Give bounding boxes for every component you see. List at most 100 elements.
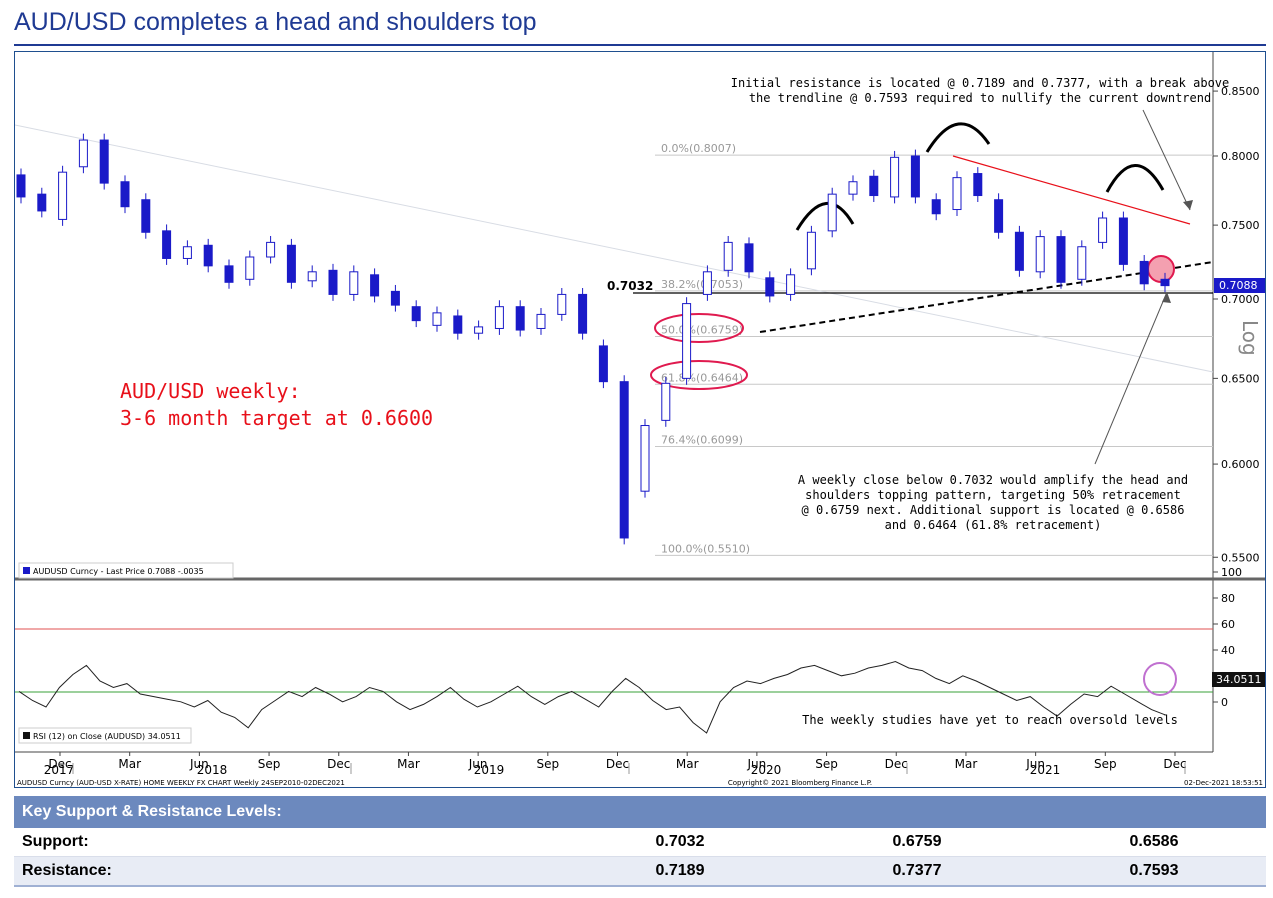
candle-body bbox=[786, 274, 796, 295]
x-month-label: Sep bbox=[815, 757, 838, 771]
x-month-label: Mar bbox=[676, 757, 699, 771]
candle-body bbox=[307, 271, 317, 282]
rsi-tick-label: 60 bbox=[1221, 618, 1235, 631]
right-shoulder-arc bbox=[1105, 164, 1165, 193]
candle-body bbox=[619, 381, 629, 539]
x-month-label: Dec bbox=[327, 757, 350, 771]
candle-body bbox=[515, 306, 525, 331]
candle-body bbox=[1056, 236, 1066, 283]
price-tick-label: 0.8500 bbox=[1221, 85, 1260, 98]
candle-body bbox=[245, 256, 255, 280]
candle-body bbox=[224, 265, 234, 283]
footer-right: 02-Dec-2021 18:53:51 bbox=[1184, 779, 1263, 787]
candle-body bbox=[390, 290, 400, 306]
x-month-label: Dec bbox=[606, 757, 629, 771]
uptrend-dashed-line bbox=[759, 261, 1214, 333]
support-arrowhead bbox=[1162, 292, 1171, 303]
support-row: Support: 0.7032 0.6759 0.6586 bbox=[14, 828, 1266, 857]
footer-left: AUDUSD Curncy (AUD-USD X-RATE) HOME WEEK… bbox=[17, 779, 345, 787]
trendlines bbox=[14, 109, 1214, 465]
price-tick-label: 0.8000 bbox=[1221, 150, 1260, 163]
current-price-circle bbox=[1147, 255, 1175, 283]
candle-body bbox=[328, 269, 338, 295]
x-month-label: Sep bbox=[258, 757, 281, 771]
support-annotation-line-3: @ 0.6759 next. Additional support is loc… bbox=[802, 503, 1185, 517]
resistance-annotation-line-2: the trendline @ 0.7593 required to nulli… bbox=[749, 91, 1211, 105]
price-legend-swatch bbox=[23, 567, 30, 574]
fib-label: 50.0%(0.6759) bbox=[661, 324, 743, 337]
candle-body bbox=[411, 306, 421, 322]
fib-label: 0.0%(0.8007) bbox=[661, 142, 736, 155]
candle-body bbox=[1139, 260, 1149, 285]
rsi-legend-swatch bbox=[23, 732, 30, 739]
rsi-line bbox=[18, 660, 1166, 734]
candle-body bbox=[1077, 246, 1087, 280]
candle-body bbox=[557, 293, 567, 315]
candle-body bbox=[37, 193, 47, 212]
price-tick-label: 0.5500 bbox=[1221, 551, 1260, 564]
resistance-row: Resistance: 0.7189 0.7377 0.7593 bbox=[14, 857, 1266, 887]
target-annotation-line-1: AUD/USD weekly: bbox=[120, 379, 301, 403]
candle-body bbox=[827, 193, 837, 232]
rsi-tick-label: 40 bbox=[1221, 644, 1235, 657]
rsi-value-tag-bg bbox=[1212, 672, 1265, 687]
rsi-tick-label: 100 bbox=[1221, 566, 1242, 579]
candle-body bbox=[349, 271, 359, 295]
fib618-ellipse bbox=[650, 360, 748, 390]
support-value-3: 0.6586 bbox=[1129, 833, 1179, 850]
price-tick-label: 0.6000 bbox=[1221, 458, 1260, 471]
resistance-value-1: 0.7189 bbox=[655, 862, 705, 879]
candle-body bbox=[1035, 236, 1045, 273]
candle-body bbox=[141, 199, 151, 233]
x-month-label: Sep bbox=[1094, 757, 1117, 771]
support-annotation-line-2: shoulders topping pattern, targeting 50%… bbox=[805, 488, 1181, 502]
support-value-2: 0.6759 bbox=[892, 833, 942, 850]
candle-body bbox=[765, 277, 775, 297]
candle-body bbox=[744, 243, 754, 273]
fib-label: 38.2%(0.7053) bbox=[661, 278, 743, 291]
x-month-label: Mar bbox=[955, 757, 978, 771]
rsi-highlight-circle bbox=[1143, 662, 1177, 696]
candle-body bbox=[869, 175, 879, 197]
candle-body bbox=[58, 171, 68, 220]
candle-body bbox=[848, 181, 858, 195]
candle-body bbox=[578, 293, 588, 334]
page-title: AUD/USD completes a head and shoulders t… bbox=[14, 8, 537, 36]
candle-body bbox=[370, 274, 380, 297]
x-month-label: Sep bbox=[537, 757, 560, 771]
chart-frame: 0.0%(0.8007) 38.2%(0.7053) 50.0%(0.6759) 61… bbox=[14, 51, 1266, 788]
price-chart: 0.0%(0.8007) 38.2%(0.7053) 50.0%(0.6759) 61… bbox=[14, 52, 1265, 787]
price-tick-label: 0.7000 bbox=[1221, 293, 1260, 306]
rsi-note: The weekly studies have yet to reach ove… bbox=[802, 713, 1178, 727]
candle-body bbox=[1014, 231, 1024, 271]
resistance-arrowhead bbox=[1183, 200, 1193, 210]
support-annotation-line-1: A weekly close below 0.7032 would amplif… bbox=[798, 473, 1188, 487]
x-year-label: 2017 bbox=[44, 763, 75, 777]
candle-body bbox=[494, 306, 504, 329]
candle-body bbox=[952, 177, 962, 211]
target-annotation-line-2: 3-6 month target at 0.6600 bbox=[120, 406, 433, 430]
head-shoulders-trendline bbox=[952, 155, 1191, 225]
candle-body bbox=[1098, 217, 1108, 243]
long-term-trendline bbox=[14, 124, 1214, 373]
x-month-label: Dec bbox=[48, 757, 71, 771]
last-price-tag-bg bbox=[1214, 278, 1265, 293]
candle-body bbox=[806, 231, 816, 270]
neckline-label: 0.7032 bbox=[607, 279, 653, 293]
rsi-tick-label: 80 bbox=[1221, 592, 1235, 605]
candle-body bbox=[931, 199, 941, 215]
support-value-1: 0.7032 bbox=[655, 833, 705, 850]
rsi-legend-text: RSI (12) on Close (AUDUSD) 34.0511 bbox=[33, 732, 181, 741]
rsi-value-tag: 34.0511 bbox=[1216, 673, 1262, 686]
fib-label: 61.8%(0.6464) bbox=[661, 371, 743, 384]
head-arc bbox=[925, 122, 991, 153]
resistance-label: Resistance: bbox=[22, 862, 112, 879]
candle-body bbox=[1160, 278, 1170, 287]
price-legend-text: AUDUSD Curncy - Last Price 0.7088 -.0035 bbox=[33, 567, 204, 576]
candle-body bbox=[536, 313, 546, 329]
x-month-label: Jun bbox=[1025, 757, 1045, 771]
candle-body bbox=[453, 315, 463, 334]
candle-body bbox=[973, 173, 983, 197]
rsi-tick-label: 0 bbox=[1221, 696, 1228, 709]
candle-body bbox=[640, 425, 650, 492]
